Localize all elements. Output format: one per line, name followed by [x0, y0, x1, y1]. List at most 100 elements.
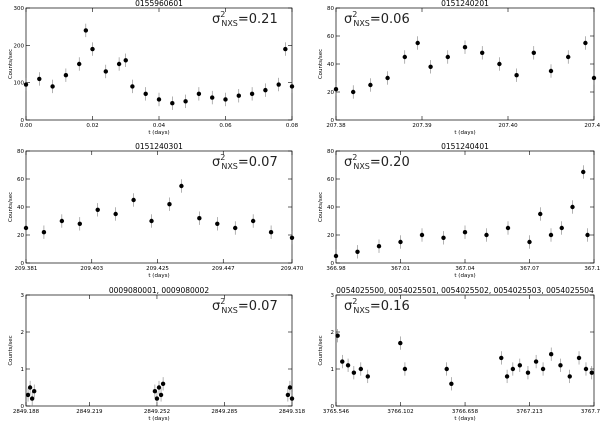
data-point [156, 385, 162, 390]
data-point [131, 197, 136, 203]
y-tick-label: 20 [327, 90, 334, 96]
data-point [497, 61, 502, 67]
data-point [527, 239, 532, 245]
data-point [505, 225, 511, 231]
data-point [289, 235, 295, 240]
data-point [160, 381, 166, 386]
y-tick-label: 80 [327, 6, 334, 12]
x-axis-label: t (days) [454, 273, 475, 279]
data-point [591, 75, 597, 81]
y-tick-label: 2 [21, 330, 25, 336]
x-tick-label: 366.98 [326, 266, 346, 272]
data-point [441, 235, 446, 240]
x-tick-label: 0.08 [286, 123, 299, 129]
data-point [113, 211, 118, 217]
data-point [548, 232, 554, 238]
x-tick-label: 3765.546 [323, 409, 350, 415]
data-point [402, 54, 407, 60]
y-tick-label: 40 [17, 205, 24, 211]
y-tick-label: 200 [14, 43, 25, 49]
x-tick-label: 209.425 [146, 266, 169, 272]
x-tick-label: 2849.318 [279, 409, 306, 415]
data-point [283, 46, 288, 52]
panel-title: 0009080001, 0009080002 [109, 286, 209, 295]
data-point [29, 396, 35, 401]
data-point [179, 183, 184, 189]
y-tick-label: 3 [21, 293, 25, 299]
data-point [402, 366, 408, 372]
data-point [223, 97, 228, 102]
data-point [504, 374, 510, 379]
data-point [566, 54, 571, 60]
data-point [585, 232, 590, 238]
data-point [533, 359, 539, 364]
y-tick-label: 60 [327, 177, 334, 183]
y-axis-label: Counts/sec [318, 335, 324, 365]
data-point [449, 381, 454, 386]
y-axis-label: Counts/sec [8, 49, 14, 79]
data-point [183, 99, 188, 104]
x-tick-label: 207.40 [498, 123, 518, 129]
data-point [368, 82, 373, 88]
x-axis-label: t (days) [148, 416, 169, 422]
data-point [510, 366, 516, 372]
panel-4: 0151240401 366.98 367.01 367.04 367.07 367.1 0… [318, 142, 600, 279]
data-point [484, 232, 489, 238]
plot-frame [25, 294, 293, 407]
data-point [50, 84, 55, 89]
data-point [23, 82, 29, 87]
x-tick-label: 209.403 [80, 266, 103, 272]
data-point [558, 363, 563, 368]
x-axis-label: t (days) [454, 130, 475, 136]
data-point [249, 91, 255, 97]
data-point [428, 64, 433, 70]
data-point [581, 169, 586, 175]
panel-3: 0151240301 209.381 209.403 209.425 209.447 20… [8, 142, 304, 279]
data-point [480, 50, 485, 55]
data-point [90, 46, 95, 52]
data-point [583, 366, 589, 372]
data-point [525, 370, 531, 375]
x-tick-label: 2849.188 [13, 409, 40, 415]
x-tick-label: 207.41 [584, 123, 600, 129]
x-tick-label: 3766.102 [387, 409, 413, 415]
variance-annotation: σ2 NXS=0.07 [212, 297, 278, 315]
data-point [156, 97, 162, 102]
data-point [23, 225, 29, 231]
data-point [250, 218, 256, 224]
data-point [517, 363, 523, 368]
y-tick-label: 0 [331, 261, 335, 267]
y-tick-label: 100 [14, 81, 25, 87]
data-point [445, 54, 450, 60]
y-tick-label: 0 [331, 118, 335, 124]
data-point [263, 87, 268, 93]
y-tick-label: 1 [331, 367, 335, 373]
x-tick-label: 209.381 [15, 266, 38, 272]
data-point [37, 76, 42, 82]
data-point [548, 68, 554, 74]
y-axis-label: Counts/sec [318, 192, 324, 222]
data-point [25, 392, 31, 398]
data-point [351, 89, 356, 95]
data-point [95, 207, 100, 212]
y-tick-label: 80 [17, 149, 24, 155]
x-axis-label: t (days) [148, 273, 169, 279]
data-point [149, 218, 154, 224]
data-point [210, 95, 215, 100]
data-point [285, 392, 291, 398]
data-point [152, 389, 158, 394]
x-tick-label: 3766.658 [452, 409, 479, 415]
data-point [540, 366, 546, 372]
x-tick-label: 207.39 [412, 123, 432, 129]
x-tick-label: 0.00 [20, 123, 33, 129]
data-point [287, 385, 293, 390]
panel-5: 0009080001, 0009080002 2849.188 2849.219 28… [8, 286, 306, 422]
panel-title: 0151240201 [441, 0, 489, 8]
data-point [83, 28, 89, 33]
x-tick-label: 209.447 [212, 266, 235, 272]
data-point [531, 50, 536, 55]
data-point [77, 221, 82, 226]
data-point [167, 202, 172, 207]
y-tick-label: 1 [21, 367, 25, 373]
